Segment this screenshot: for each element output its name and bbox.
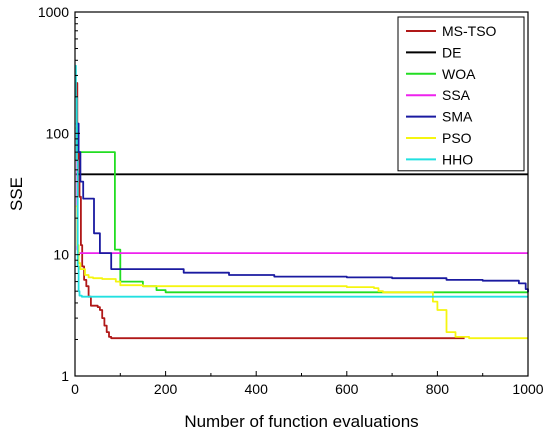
- series-line-sma: [75, 122, 529, 293]
- legend-label-pso: PSO: [442, 130, 472, 146]
- x-tick-label: 800: [426, 381, 450, 397]
- x-tick-label: 600: [335, 381, 359, 397]
- x-tick-label: 0: [71, 381, 79, 397]
- y-tick-label: 100: [46, 125, 70, 141]
- y-axis-title: SSE: [7, 177, 26, 211]
- legend-label-de: DE: [442, 44, 461, 60]
- series-line-woa: [75, 127, 528, 294]
- legend: MS-TSO DE WOA SSA SMA PSO HHO: [397, 16, 525, 172]
- x-tick-label: 200: [154, 381, 178, 397]
- y-tick-label: 1: [61, 368, 69, 384]
- legend-label-hho: HHO: [442, 151, 473, 167]
- x-axis-title: Number of function evaluations: [184, 412, 418, 431]
- legend-label-sma: SMA: [442, 109, 473, 125]
- legend-box: [397, 16, 525, 172]
- series-line-pso: [75, 205, 528, 340]
- legend-label-ms-tso: MS-TSO: [442, 23, 497, 39]
- legend-label-woa: WOA: [442, 66, 476, 82]
- y-tick-label: 1000: [38, 4, 69, 20]
- x-tick-label: 400: [245, 381, 269, 397]
- axes-layer: 0 200 400 600 800 1000 1 10 100 1000: [38, 4, 544, 397]
- legend-label-ssa: SSA: [442, 87, 471, 103]
- x-tick-label: 1000: [512, 381, 543, 397]
- y-tick-label: 10: [53, 247, 69, 263]
